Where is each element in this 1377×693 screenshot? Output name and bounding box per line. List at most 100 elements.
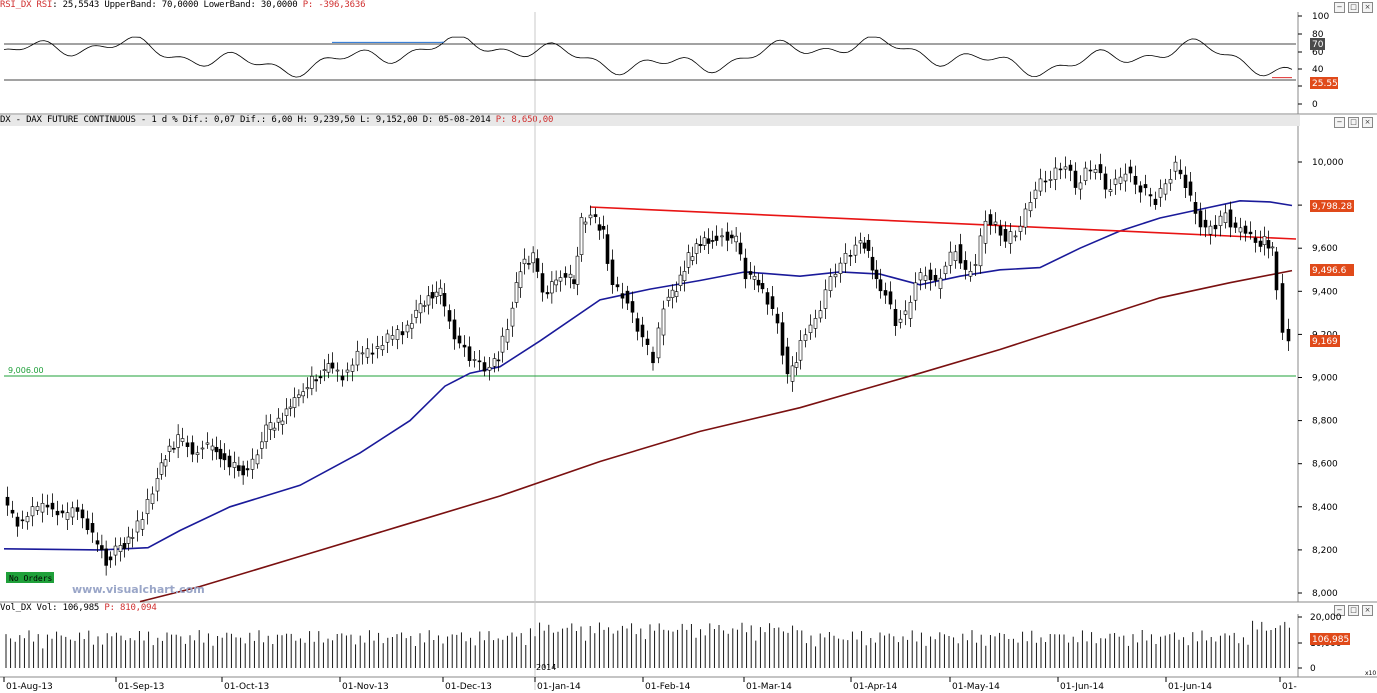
price-header-p: P: 8,650,00 — [495, 115, 554, 125]
pane-frames — [0, 12, 1377, 690]
close-icon[interactable]: × — [1362, 2, 1373, 13]
candle-body — [765, 292, 770, 305]
svg-text:9,798.28: 9,798.28 — [1312, 202, 1352, 212]
candle-body — [1203, 219, 1208, 228]
price-label-last: 9,169 — [1310, 335, 1340, 347]
rsi-y-axis: 100806040200 — [1298, 12, 1329, 110]
candle-body — [625, 290, 630, 304]
candle-body — [558, 277, 563, 282]
candle-body — [656, 327, 661, 359]
close-icon[interactable]: × — [1362, 117, 1373, 128]
rsi-tick-label: 100 — [1312, 12, 1329, 22]
candle-body — [500, 335, 505, 353]
candle-body — [527, 263, 531, 265]
candle-body — [195, 452, 200, 455]
candle-body — [1208, 225, 1213, 235]
candle-body — [572, 279, 576, 285]
candle-body — [738, 242, 743, 255]
candle-body — [130, 537, 135, 539]
candle-body — [1053, 167, 1058, 180]
candle-body — [838, 262, 843, 274]
candle-body — [176, 434, 180, 448]
candle-body — [180, 438, 185, 442]
candle-body — [426, 295, 431, 306]
candle-body — [1028, 202, 1033, 212]
price-label-dark: 9,496.6 — [1310, 264, 1354, 276]
candle-body — [1193, 202, 1198, 214]
candle-body — [1083, 167, 1088, 182]
price-header-text: DX - DAX FUTURE CONTINUOUS - 1 d % Dif.:… — [0, 115, 491, 125]
candle-body — [938, 277, 943, 289]
x-tick-label: 01-Mar-14 — [746, 682, 792, 692]
candle-body — [1098, 164, 1103, 174]
candle-body — [813, 318, 818, 329]
candle-body — [913, 282, 918, 301]
candle-body — [100, 545, 104, 551]
candle-body — [1033, 189, 1038, 200]
rsi-current-value-label: 25.55 — [1310, 77, 1338, 89]
svg-text:106,985: 106,985 — [1312, 635, 1349, 645]
candle-body — [322, 369, 327, 371]
candle-body — [301, 391, 305, 397]
rsi-header-values: : 25,5543 UpperBand: 70,0000 LowerBand: … — [52, 0, 298, 10]
candle-body — [1213, 224, 1218, 230]
candle-body — [756, 279, 761, 286]
candle-body — [903, 310, 908, 315]
watermark: www.visualchart.com — [72, 583, 205, 596]
minimize-icon[interactable]: − — [1334, 605, 1345, 616]
candle-body — [630, 301, 635, 313]
minimize-icon[interactable]: − — [1334, 117, 1345, 128]
candle-body — [554, 279, 558, 286]
candle-body — [155, 478, 160, 492]
volume-tick-label: 20,000 — [1310, 613, 1342, 623]
candle-body — [978, 235, 983, 267]
candle-body — [167, 445, 172, 452]
candle-body — [284, 408, 289, 416]
candle-body — [1078, 182, 1083, 190]
price-window-buttons: − □ × — [1334, 117, 1373, 128]
candle-body — [583, 221, 588, 225]
candle-body — [472, 359, 477, 361]
candle-body — [933, 274, 938, 281]
candle-body — [862, 242, 867, 249]
candle-body — [522, 258, 527, 265]
candle-body — [487, 366, 492, 371]
candle-body — [108, 556, 113, 561]
candle-body — [310, 376, 314, 389]
candle-body — [720, 235, 724, 238]
candle-body — [1013, 235, 1018, 238]
maximize-icon[interactable]: □ — [1348, 2, 1359, 13]
close-icon[interactable]: × — [1362, 605, 1373, 616]
candle-body — [823, 289, 828, 309]
candle-body — [264, 424, 268, 442]
candle-body — [550, 281, 554, 294]
candle-body — [90, 523, 95, 533]
candle-body — [706, 238, 711, 244]
candle-body — [126, 536, 131, 544]
price-tick-label: 9,400 — [1312, 287, 1338, 297]
candle-body — [1088, 169, 1093, 172]
no-orders-badge[interactable]: No Orders — [6, 572, 54, 583]
candle-body — [518, 271, 523, 288]
maximize-icon[interactable]: □ — [1348, 605, 1359, 616]
candle-body — [297, 394, 301, 398]
price-tick-label: 9,000 — [1312, 374, 1338, 384]
maximize-icon[interactable]: □ — [1348, 117, 1359, 128]
minimize-icon[interactable]: − — [1334, 2, 1345, 13]
candle-body — [370, 352, 375, 355]
candle-body — [1058, 168, 1063, 171]
candle-body — [55, 510, 60, 516]
price-tick-label: 9,600 — [1312, 244, 1338, 254]
candle-body — [190, 442, 195, 455]
rsi-bands — [4, 43, 1296, 81]
resistance-trendline — [589, 206, 1297, 240]
candle-body — [714, 235, 719, 241]
rsi-header-name: RSI_DX RSI — [0, 0, 53, 10]
candle-body — [973, 264, 978, 266]
candle-body — [943, 265, 948, 275]
candle-body — [1073, 170, 1078, 188]
svg-text:70: 70 — [1312, 40, 1324, 50]
candle-body — [1183, 174, 1188, 188]
x-tick-label: 01-Apr-14 — [853, 682, 897, 692]
